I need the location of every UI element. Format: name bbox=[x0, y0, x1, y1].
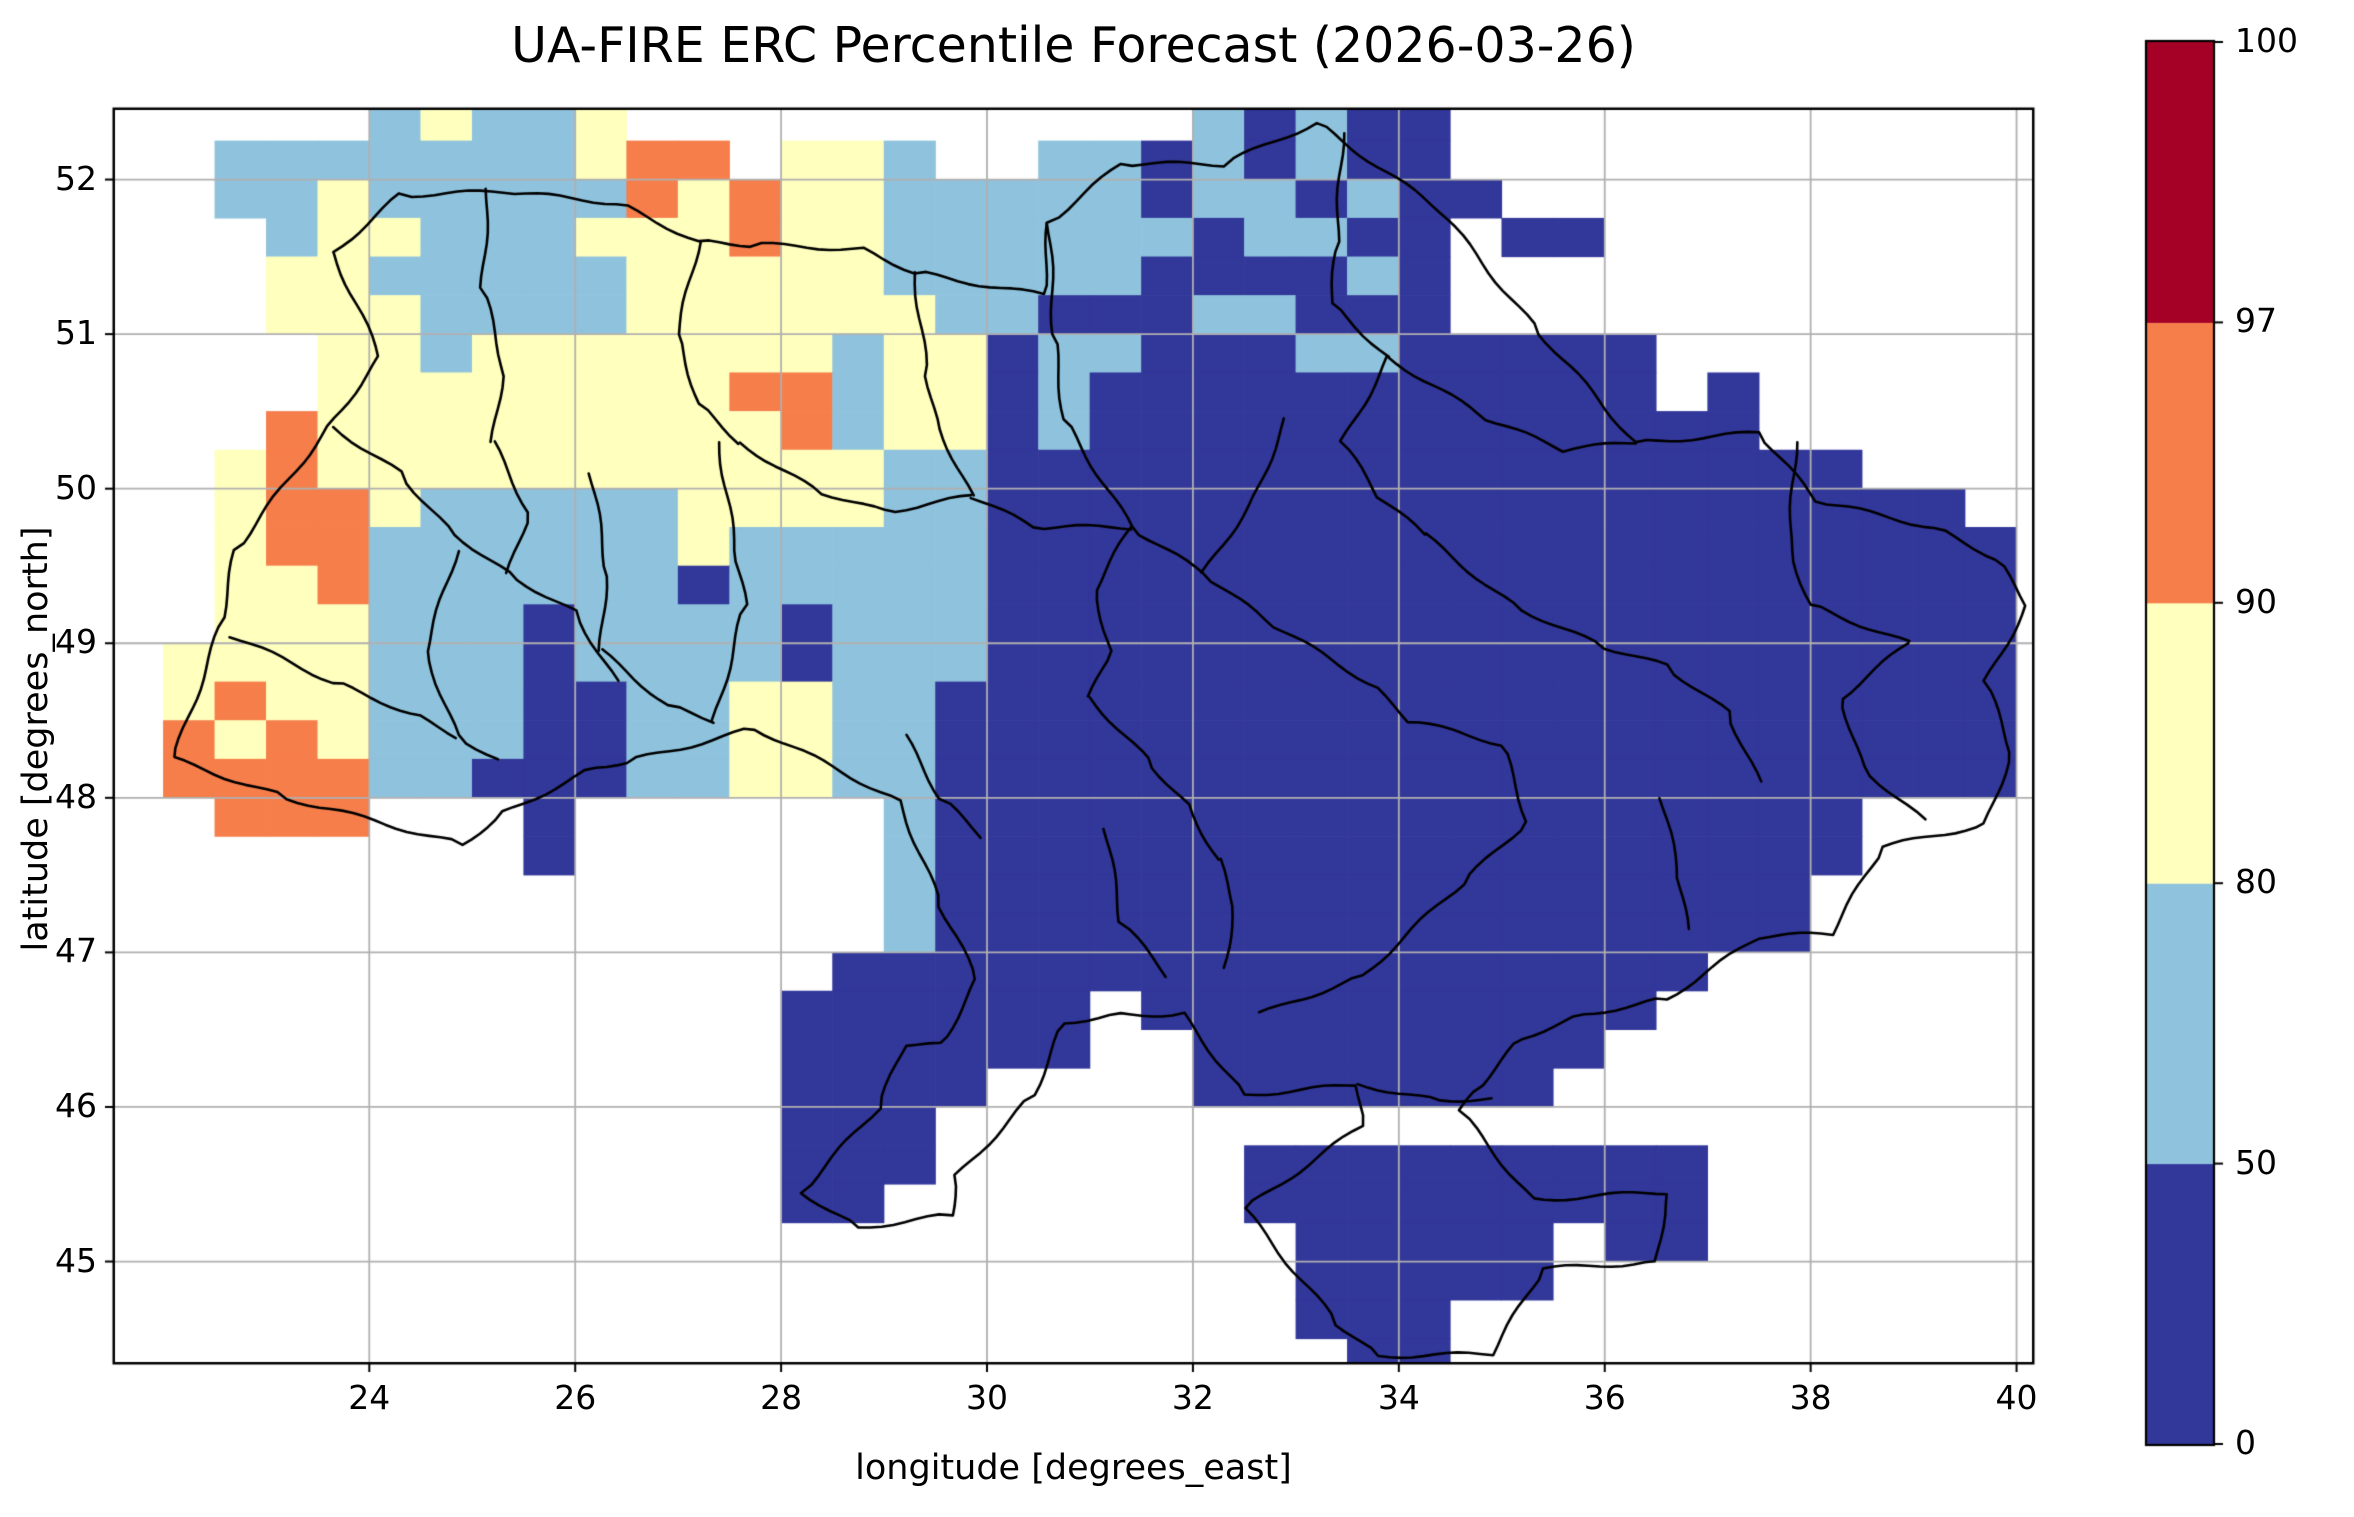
x-tick-32: 32 bbox=[1171, 1378, 1214, 1417]
colorbar-tick-90: 90 bbox=[2235, 581, 2277, 621]
x-tick-36: 36 bbox=[1583, 1378, 1626, 1417]
y-tick-48: 48 bbox=[55, 776, 97, 816]
x-tick-40: 40 bbox=[1995, 1378, 2038, 1417]
x-tick-38: 38 bbox=[1789, 1378, 1832, 1417]
y-tick-52: 52 bbox=[55, 158, 97, 198]
colorbar-tick-0: 0 bbox=[2235, 1423, 2256, 1462]
x-axis-label: longitude [degrees_east] bbox=[855, 1448, 1292, 1488]
colorbar-tick-100: 100 bbox=[2235, 21, 2298, 60]
plot-title: UA-FIRE ERC Percentile Forecast (2026-03… bbox=[511, 17, 1636, 74]
colorbar-tick-97: 97 bbox=[2235, 301, 2277, 341]
x-tick-34: 34 bbox=[1377, 1378, 1420, 1417]
x-tick-28: 28 bbox=[760, 1378, 803, 1417]
colorbar-tick-80: 80 bbox=[2235, 862, 2277, 902]
x-tick-30: 30 bbox=[966, 1378, 1009, 1417]
y-tick-45: 45 bbox=[55, 1240, 97, 1280]
y-tick-47: 47 bbox=[55, 931, 97, 971]
x-tick-24: 24 bbox=[348, 1378, 391, 1417]
y-tick-51: 51 bbox=[55, 313, 97, 353]
y-tick-49: 49 bbox=[55, 622, 97, 662]
y-tick-50: 50 bbox=[55, 467, 97, 507]
x-tick-26: 26 bbox=[554, 1378, 597, 1417]
colorbar-tick-50: 50 bbox=[2235, 1142, 2277, 1182]
y-tick-46: 46 bbox=[55, 1085, 97, 1125]
